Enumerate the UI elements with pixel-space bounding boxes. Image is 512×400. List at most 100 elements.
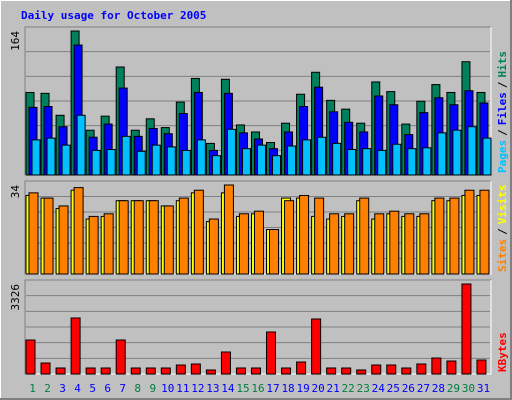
bar <box>151 144 161 176</box>
x-tick-label: 24 <box>372 382 386 395</box>
bar <box>431 357 442 375</box>
bar <box>226 128 236 176</box>
bar <box>58 205 69 275</box>
bar <box>392 143 402 176</box>
bar <box>314 197 325 275</box>
x-tick-label: 1 <box>29 382 36 395</box>
legend-entry: KBytes <box>496 332 509 372</box>
bar <box>284 200 295 275</box>
bar <box>220 351 231 375</box>
bar <box>326 367 337 375</box>
bar <box>404 213 415 275</box>
bar <box>25 339 36 375</box>
bar <box>272 155 282 176</box>
x-tick-label: 2 <box>44 382 51 395</box>
x-tick-label: 29 <box>447 382 460 395</box>
legend-separator: / <box>496 129 509 136</box>
bar <box>434 197 445 275</box>
bar <box>416 363 427 375</box>
bar <box>479 189 490 275</box>
bar <box>136 150 146 176</box>
x-tick-label: 16 <box>251 382 264 395</box>
x-tick-label: 19 <box>296 382 309 395</box>
legend: Sites / Visits <box>496 185 509 273</box>
bar <box>476 359 487 375</box>
bar <box>461 283 472 375</box>
chart-title: Daily usage for October 2005 <box>21 9 206 22</box>
bar <box>76 114 86 176</box>
x-tick-label: 8 <box>134 382 141 395</box>
bar <box>250 367 261 375</box>
bar <box>118 200 129 275</box>
bar <box>130 367 141 375</box>
legend-separator: / <box>496 228 509 235</box>
bar <box>256 144 266 176</box>
bar <box>449 197 460 275</box>
x-tick-label: 18 <box>281 382 294 395</box>
bar <box>371 364 382 375</box>
x-tick-label: 20 <box>312 382 325 395</box>
bar <box>359 197 370 275</box>
x-tick-label: 6 <box>104 382 111 395</box>
bar <box>344 213 355 275</box>
bar <box>452 129 462 176</box>
x-tick-label: 7 <box>119 382 126 395</box>
legend-entry: Hits <box>496 51 509 78</box>
bar <box>61 144 71 176</box>
bar <box>175 364 186 375</box>
bar <box>437 132 447 176</box>
bar <box>302 139 312 176</box>
bar <box>299 194 310 275</box>
bar <box>311 318 322 375</box>
bar <box>377 149 387 176</box>
x-tick-label: 27 <box>417 382 430 395</box>
x-tick-label: 13 <box>206 382 219 395</box>
legend-entry: Files <box>496 92 509 125</box>
bar <box>419 213 430 275</box>
bar <box>121 135 131 176</box>
bar <box>401 367 412 375</box>
x-tick-label: 14 <box>221 382 235 395</box>
bar <box>133 200 144 275</box>
x-tick-label: 9 <box>149 382 156 395</box>
x-tick-label: 31 <box>477 382 490 395</box>
bar <box>389 210 400 275</box>
bar <box>241 148 251 176</box>
bar <box>446 360 457 375</box>
bar <box>211 155 221 176</box>
bar <box>181 149 191 176</box>
bar <box>55 367 66 375</box>
bar <box>145 367 156 375</box>
x-tick-label: 4 <box>74 382 81 395</box>
bar <box>103 213 114 275</box>
x-tick-label: 15 <box>236 382 249 395</box>
bar <box>193 189 204 275</box>
bar <box>238 213 249 275</box>
x-tick-label: 28 <box>432 382 445 395</box>
x-tick-label: 25 <box>387 382 400 395</box>
x-tick-label: 12 <box>191 382 204 395</box>
bar <box>332 142 342 176</box>
bar <box>85 367 96 375</box>
bar <box>106 149 116 176</box>
bar <box>91 149 101 176</box>
x-tick-label: 11 <box>176 382 189 395</box>
bar <box>407 148 417 176</box>
bar <box>178 197 189 275</box>
bar <box>160 367 171 375</box>
bar <box>190 363 201 375</box>
bar <box>235 367 246 375</box>
bar <box>296 361 307 375</box>
bar <box>196 139 206 176</box>
bar <box>281 367 292 375</box>
bar <box>28 192 39 275</box>
bar <box>31 139 41 176</box>
bar <box>386 364 397 375</box>
bar <box>374 213 385 275</box>
legend-entry: Sites <box>496 239 509 272</box>
y-tick-label: 34 <box>9 185 22 199</box>
x-tick-label: 23 <box>357 382 370 395</box>
bar <box>40 362 51 375</box>
bar <box>317 136 327 176</box>
